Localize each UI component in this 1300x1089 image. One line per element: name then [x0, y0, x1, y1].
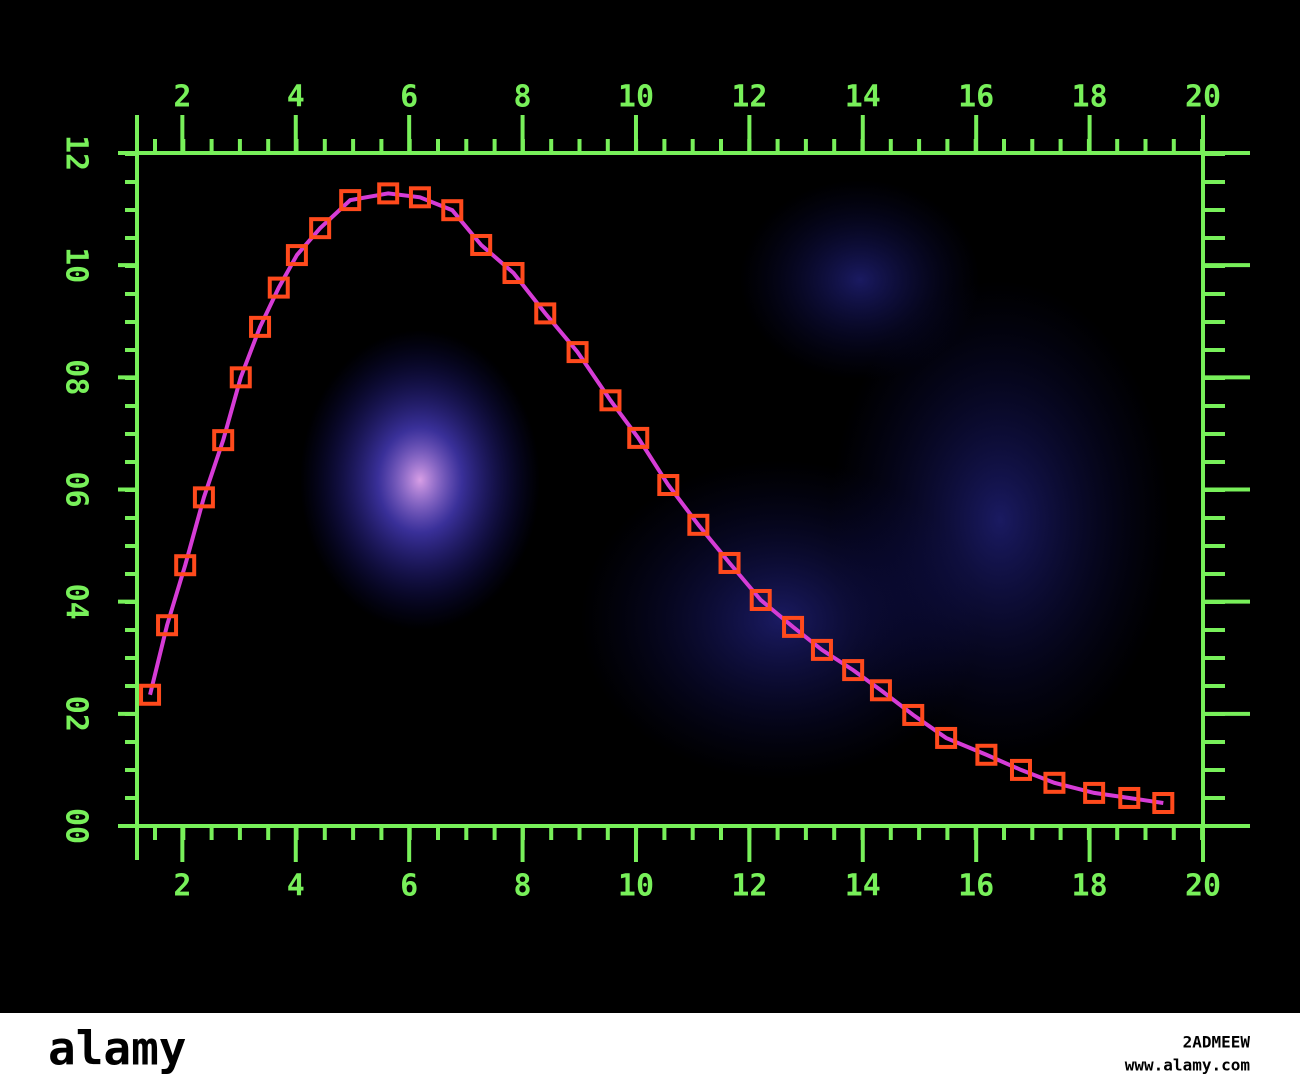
marker: [1043, 771, 1066, 794]
marker: [842, 659, 865, 682]
marker: [249, 315, 272, 338]
x-tick-label: 14: [845, 80, 881, 115]
x-tick-label: 18: [1072, 80, 1108, 115]
x-tick-label: 4: [287, 869, 305, 904]
y-tick-label: 12: [59, 135, 94, 171]
marker: [1118, 786, 1141, 809]
x-tick-label: 2: [173, 80, 191, 115]
marker: [902, 703, 925, 726]
marker: [470, 233, 493, 256]
x-tick-label: 8: [514, 869, 532, 904]
marker: [156, 614, 179, 637]
marker: [229, 366, 252, 389]
x-tick-label: 10: [618, 869, 654, 904]
marker: [782, 615, 805, 638]
x-tick-label: 10: [618, 80, 654, 115]
marker: [174, 554, 197, 577]
y-tick-label: 10: [59, 247, 94, 283]
x-tick-label: 14: [845, 869, 881, 904]
marker: [339, 189, 362, 212]
marker: [1152, 792, 1175, 815]
marker: [502, 262, 525, 285]
marker: [212, 429, 235, 452]
marker: [935, 726, 958, 749]
x-tick-label: 6: [400, 80, 418, 115]
marker: [309, 217, 332, 240]
marker: [869, 679, 892, 702]
marker: [810, 638, 833, 661]
marker: [687, 513, 710, 536]
marker: [1009, 758, 1032, 781]
x-tick-label: 6: [400, 869, 418, 904]
marker: [718, 551, 741, 574]
marker: [441, 199, 464, 222]
marker: [267, 276, 290, 299]
watermark-bar: [0, 1013, 1300, 1089]
marker: [599, 389, 622, 412]
marker: [139, 683, 162, 706]
y-tick-label: 04: [59, 584, 94, 620]
marker: [566, 341, 589, 364]
marker: [749, 588, 772, 611]
x-tick-label: 2: [173, 869, 191, 904]
x-tick-label: 18: [1072, 869, 1108, 904]
marker: [534, 302, 557, 325]
y-tick-label: 02: [59, 696, 94, 732]
y-tick-label: 06: [59, 471, 94, 507]
x-tick-label: 12: [731, 80, 767, 115]
marker: [627, 426, 650, 449]
marker: [285, 244, 308, 267]
marker: [975, 743, 998, 766]
marker: [192, 486, 215, 509]
x-tick-label: 8: [514, 80, 532, 115]
marker: [408, 186, 431, 209]
x-tick-label: 16: [958, 869, 994, 904]
watermark-logo: alamy: [48, 1022, 186, 1076]
y-tick-label: 08: [59, 359, 94, 395]
x-tick-label: 20: [1185, 80, 1221, 115]
marker: [1083, 781, 1106, 804]
x-tick-label: 16: [958, 80, 994, 115]
watermark-url: www.alamy.com: [1125, 1056, 1251, 1075]
marker: [377, 182, 400, 205]
y-tick-label: 00: [59, 808, 94, 844]
watermark-code: 2ADMEEW: [1183, 1033, 1251, 1052]
x-tick-label: 4: [287, 80, 305, 115]
marker: [657, 474, 680, 497]
x-tick-label: 12: [731, 869, 767, 904]
x-tick-label: 20: [1185, 869, 1221, 904]
